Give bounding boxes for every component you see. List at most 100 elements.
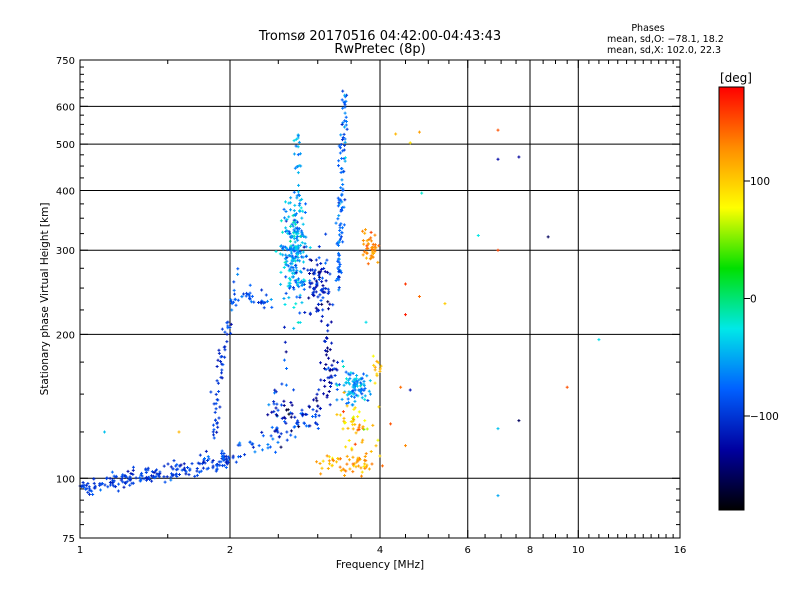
data-point (283, 260, 287, 264)
data-point (361, 238, 365, 242)
data-point (293, 203, 297, 207)
data-point (408, 388, 412, 392)
data-point (335, 383, 339, 387)
data-point (342, 169, 346, 173)
data-point (294, 255, 298, 259)
data-point (203, 456, 207, 460)
data-point (285, 246, 289, 250)
data-point (346, 426, 350, 430)
data-point (315, 460, 319, 464)
data-point (341, 240, 345, 244)
data-point (313, 286, 317, 290)
data-point (311, 415, 315, 419)
data-point (314, 279, 318, 283)
data-point (291, 286, 295, 290)
data-point (221, 454, 225, 458)
data-point (203, 461, 207, 465)
data-point (304, 255, 308, 259)
data-point (364, 459, 368, 463)
data-point (403, 282, 407, 286)
data-point (292, 326, 296, 330)
data-point (294, 212, 298, 216)
data-point (303, 242, 307, 246)
data-point (338, 413, 342, 417)
data-point (230, 308, 234, 312)
data-point (337, 275, 341, 279)
data-point (341, 182, 345, 186)
data-point (214, 407, 218, 411)
data-point (517, 419, 521, 423)
data-point (90, 489, 94, 493)
data-point (336, 266, 340, 270)
data-point (496, 494, 500, 498)
data-point (352, 386, 356, 390)
data-point (326, 329, 330, 333)
data-point (303, 310, 307, 314)
data-point (213, 410, 217, 414)
data-point (293, 166, 297, 170)
data-point (289, 401, 293, 405)
data-point (124, 475, 128, 479)
data-point (320, 267, 324, 271)
data-point (319, 319, 323, 323)
data-point (179, 463, 183, 467)
data-point (171, 473, 175, 477)
data-point (93, 484, 97, 488)
data-point (341, 365, 345, 369)
data-point (287, 281, 291, 285)
data-point (276, 408, 280, 412)
data-point (300, 408, 304, 412)
data-point (344, 115, 348, 119)
y-tick-label: 500 (56, 140, 75, 151)
x-tick-label: 8 (527, 545, 533, 556)
data-point (335, 242, 339, 246)
data-point (293, 259, 297, 263)
data-point (100, 481, 104, 485)
data-point (340, 226, 344, 230)
data-points (78, 89, 601, 498)
data-point (370, 462, 374, 466)
data-point (316, 404, 320, 408)
data-point (260, 288, 264, 292)
data-point (279, 244, 283, 248)
data-point (345, 454, 349, 458)
data-point (343, 140, 347, 144)
data-point (289, 244, 293, 248)
data-point (343, 421, 347, 425)
data-point (329, 385, 333, 389)
data-point (212, 402, 216, 406)
data-point (298, 198, 302, 202)
data-point (324, 261, 328, 265)
data-point (303, 412, 307, 416)
data-point (301, 250, 305, 254)
data-point (229, 331, 233, 335)
data-point (373, 233, 377, 237)
data-point (195, 469, 199, 473)
data-point (307, 296, 311, 300)
data-point (326, 466, 330, 470)
data-point (312, 277, 316, 281)
data-point (296, 229, 300, 233)
data-point (177, 430, 181, 434)
data-point (215, 421, 219, 425)
data-point (351, 455, 355, 459)
data-point (299, 206, 303, 210)
data-point (129, 471, 133, 475)
data-point (270, 425, 274, 429)
plot-grid (80, 60, 680, 538)
data-point (323, 349, 327, 353)
data-point (330, 375, 334, 379)
data-point (326, 287, 330, 291)
data-point (329, 368, 333, 372)
data-point (363, 419, 367, 423)
data-point (496, 248, 500, 252)
data-point (232, 280, 236, 284)
data-point (293, 213, 297, 217)
data-point (223, 330, 227, 334)
y-tick-label: 100 (56, 474, 75, 485)
data-point (300, 197, 304, 201)
data-point (339, 222, 343, 226)
data-point (369, 449, 373, 453)
